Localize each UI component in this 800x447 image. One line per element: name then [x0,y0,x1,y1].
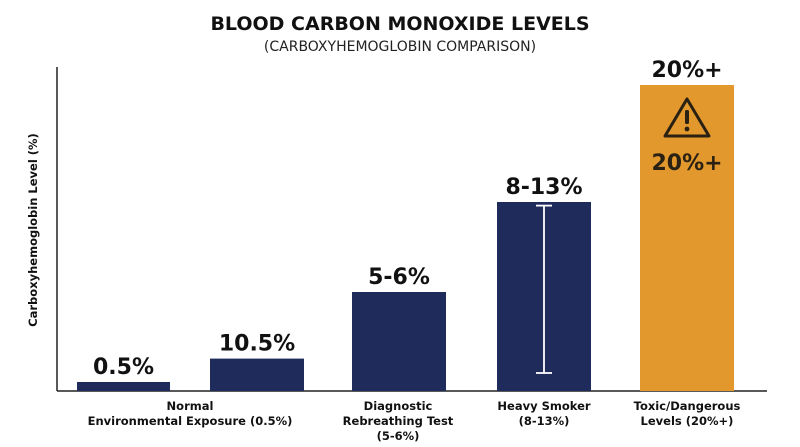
data-label-3: 8-13% [505,175,582,200]
category-label-line: (8-13%) [519,414,570,428]
bar-inner-label: 20%+ [651,151,722,176]
bar-2 [352,292,446,391]
category-label-3: Toxic/Dangerous Levels (20%+) [634,399,741,428]
error-bar [536,204,552,374]
warning-mark [685,110,689,124]
data-label-4: 20%+ [651,58,722,83]
warning-dot [684,126,690,132]
warning-icon [663,97,711,138]
warning-triangle [663,97,711,138]
category-label-line: Heavy Smoker [497,399,590,413]
category-label-line: Normal [167,399,214,413]
category-label-2: Heavy Smoker (8-13%) [497,399,590,428]
data-label-2: 5-6% [368,265,430,290]
chart-title: BLOOD CARBON MONOXIDE LEVELS [210,13,589,35]
category-label-line: Toxic/Dangerous [634,399,741,413]
category-label-line: Diagnostic [364,399,433,413]
chart-subtitle: (CARBOXYHEMOGLOBIN COMPARISON) [264,39,536,55]
data-label-1: 10.5% [219,332,295,357]
bar-0 [77,382,170,391]
category-label-line: (5-6%) [377,429,420,443]
data-labels-layer: 0.5% 10.5% 5-6% 8-13% 20%+ 20%+ [93,58,723,380]
category-label-line: Levels (20%+) [641,414,734,428]
category-label-1: Diagnostic Rebreathing Test (5-6%) [343,399,454,443]
category-label-line: Environmental Exposure (0.5%) [88,414,293,428]
category-label-0: Normal Environmental Exposure (0.5%) [88,399,293,428]
bar-1 [210,358,304,391]
category-labels-layer: Normal Environmental Exposure (0.5%) Diagn… [88,399,741,443]
y-axis-label: Carboxyhemoglobin Level (%) [26,133,40,327]
bars-layer [77,85,734,391]
data-label-0: 0.5% [93,355,154,380]
category-label-line: Rebreathing Test [343,414,454,428]
